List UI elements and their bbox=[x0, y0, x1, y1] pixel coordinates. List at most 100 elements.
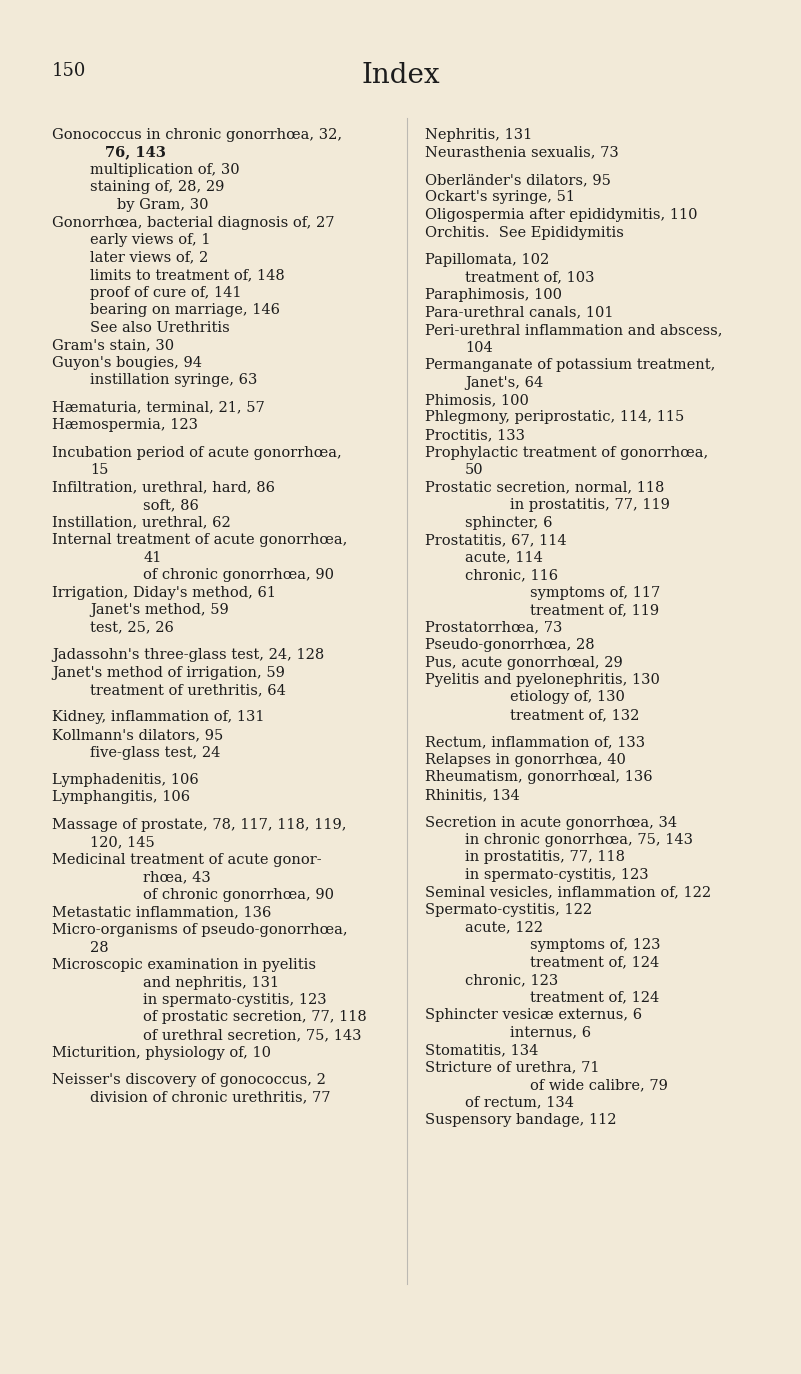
Text: 28: 28 bbox=[90, 940, 109, 955]
Text: limits to treatment of, 148: limits to treatment of, 148 bbox=[90, 268, 284, 282]
Text: Pus, acute gonorrhœal, 29: Pus, acute gonorrhœal, 29 bbox=[425, 655, 622, 669]
Text: Stricture of urethra, 71: Stricture of urethra, 71 bbox=[425, 1061, 599, 1074]
Text: Jadassohn's three-glass test, 24, 128: Jadassohn's three-glass test, 24, 128 bbox=[52, 649, 324, 662]
Text: Neurasthenia sexualis, 73: Neurasthenia sexualis, 73 bbox=[425, 146, 618, 159]
Text: of prostatic secretion, 77, 118: of prostatic secretion, 77, 118 bbox=[143, 1010, 367, 1025]
Text: Micturition, physiology of, 10: Micturition, physiology of, 10 bbox=[52, 1046, 271, 1059]
Text: Rectum, inflammation of, 133: Rectum, inflammation of, 133 bbox=[425, 735, 645, 749]
Text: Nephritis, 131: Nephritis, 131 bbox=[425, 128, 532, 142]
Text: chronic, 123: chronic, 123 bbox=[465, 973, 558, 987]
Text: Rheumatism, gonorrhœal, 136: Rheumatism, gonorrhœal, 136 bbox=[425, 771, 653, 785]
Text: Papillomata, 102: Papillomata, 102 bbox=[425, 253, 549, 267]
Text: chronic, 116: chronic, 116 bbox=[465, 567, 558, 583]
Text: Kidney, inflammation of, 131: Kidney, inflammation of, 131 bbox=[52, 710, 264, 724]
Text: in prostatitis, 77, 119: in prostatitis, 77, 119 bbox=[510, 497, 670, 513]
Text: Phlegmony, periprostatic, 114, 115: Phlegmony, periprostatic, 114, 115 bbox=[425, 411, 684, 425]
Text: Gonorrhœa, bacterial diagnosis of, 27: Gonorrhœa, bacterial diagnosis of, 27 bbox=[52, 216, 335, 229]
Text: staining of, 28, 29: staining of, 28, 29 bbox=[90, 180, 224, 195]
Text: Internal treatment of acute gonorrhœa,: Internal treatment of acute gonorrhœa, bbox=[52, 533, 348, 547]
Text: See also Urethritis: See also Urethritis bbox=[90, 320, 230, 334]
Text: Proctitis, 133: Proctitis, 133 bbox=[425, 427, 525, 442]
Text: Kollmann's dilators, 95: Kollmann's dilators, 95 bbox=[52, 728, 223, 742]
Text: Peri-urethral inflammation and abscess,: Peri-urethral inflammation and abscess, bbox=[425, 323, 723, 337]
Text: of chronic gonorrhœa, 90: of chronic gonorrhœa, 90 bbox=[143, 888, 334, 901]
Text: Gram's stain, 30: Gram's stain, 30 bbox=[52, 338, 174, 352]
Text: Guyon's bougies, 94: Guyon's bougies, 94 bbox=[52, 356, 202, 370]
Text: Neisser's discovery of gonococcus, 2: Neisser's discovery of gonococcus, 2 bbox=[52, 1073, 326, 1087]
Text: 50: 50 bbox=[465, 463, 484, 477]
Text: test, 25, 26: test, 25, 26 bbox=[90, 621, 174, 635]
Text: Oligospermia after epididymitis, 110: Oligospermia after epididymitis, 110 bbox=[425, 207, 698, 223]
Text: Pyelitis and pyelonephritis, 130: Pyelitis and pyelonephritis, 130 bbox=[425, 673, 660, 687]
Text: Hæmospermia, 123: Hæmospermia, 123 bbox=[52, 418, 198, 431]
Text: Irrigation, Diday's method, 61: Irrigation, Diday's method, 61 bbox=[52, 585, 276, 599]
Text: 150: 150 bbox=[52, 62, 87, 80]
Text: Phimosis, 100: Phimosis, 100 bbox=[425, 393, 529, 407]
Text: Incubation period of acute gonorrhœa,: Incubation period of acute gonorrhœa, bbox=[52, 445, 342, 459]
Text: symptoms of, 117: symptoms of, 117 bbox=[530, 585, 660, 599]
Text: acute, 122: acute, 122 bbox=[465, 921, 543, 934]
Text: in chronic gonorrhœa, 75, 143: in chronic gonorrhœa, 75, 143 bbox=[465, 833, 693, 846]
Text: 41: 41 bbox=[143, 551, 161, 565]
Text: bearing on marriage, 146: bearing on marriage, 146 bbox=[90, 304, 280, 317]
Text: 104: 104 bbox=[465, 341, 493, 354]
Text: five-glass test, 24: five-glass test, 24 bbox=[90, 746, 220, 760]
Text: of wide calibre, 79: of wide calibre, 79 bbox=[530, 1079, 668, 1092]
Text: and nephritis, 131: and nephritis, 131 bbox=[143, 976, 279, 989]
Text: Pseudo-gonorrhœa, 28: Pseudo-gonorrhœa, 28 bbox=[425, 638, 594, 653]
Text: acute, 114: acute, 114 bbox=[465, 551, 543, 565]
Text: Prostatorrhœa, 73: Prostatorrhœa, 73 bbox=[425, 621, 562, 635]
Text: treatment of, 132: treatment of, 132 bbox=[510, 708, 639, 721]
Text: Massage of prostate, 78, 117, 118, 119,: Massage of prostate, 78, 117, 118, 119, bbox=[52, 818, 347, 833]
Text: treatment of, 124: treatment of, 124 bbox=[530, 955, 659, 970]
Text: later views of, 2: later views of, 2 bbox=[90, 250, 208, 265]
Text: instillation syringe, 63: instillation syringe, 63 bbox=[90, 372, 257, 387]
Text: Prophylactic treatment of gonorrhœa,: Prophylactic treatment of gonorrhœa, bbox=[425, 445, 708, 459]
Text: Infiltration, urethral, hard, 86: Infiltration, urethral, hard, 86 bbox=[52, 481, 275, 495]
Text: Rhinitis, 134: Rhinitis, 134 bbox=[425, 789, 520, 802]
Text: Lymphangitis, 106: Lymphangitis, 106 bbox=[52, 790, 190, 805]
Text: soft, 86: soft, 86 bbox=[143, 497, 199, 513]
Text: symptoms of, 123: symptoms of, 123 bbox=[530, 938, 661, 952]
Text: 120, 145: 120, 145 bbox=[90, 835, 155, 849]
Text: Gonococcus in chronic gonorrhœa, 32,: Gonococcus in chronic gonorrhœa, 32, bbox=[52, 128, 342, 142]
Text: Paraphimosis, 100: Paraphimosis, 100 bbox=[425, 289, 562, 302]
Text: Index: Index bbox=[361, 62, 440, 89]
Text: Prostatic secretion, normal, 118: Prostatic secretion, normal, 118 bbox=[425, 481, 664, 495]
Text: Medicinal treatment of acute gonor-: Medicinal treatment of acute gonor- bbox=[52, 853, 322, 867]
Text: treatment of urethritis, 64: treatment of urethritis, 64 bbox=[90, 683, 286, 697]
Text: Microscopic examination in pyelitis: Microscopic examination in pyelitis bbox=[52, 958, 316, 971]
Text: of urethral secretion, 75, 143: of urethral secretion, 75, 143 bbox=[143, 1028, 361, 1041]
Text: treatment of, 119: treatment of, 119 bbox=[530, 603, 659, 617]
Text: Oberländer's dilators, 95: Oberländer's dilators, 95 bbox=[425, 173, 611, 187]
Text: internus, 6: internus, 6 bbox=[510, 1025, 591, 1040]
Text: rhœa, 43: rhœa, 43 bbox=[143, 871, 211, 885]
Text: multiplication of, 30: multiplication of, 30 bbox=[90, 164, 239, 177]
Text: 15: 15 bbox=[90, 463, 108, 477]
Text: Micro-organisms of pseudo-gonorrhœa,: Micro-organisms of pseudo-gonorrhœa, bbox=[52, 923, 348, 937]
Text: Hæmaturia, terminal, 21, 57: Hæmaturia, terminal, 21, 57 bbox=[52, 400, 265, 415]
Text: 76, 143: 76, 143 bbox=[105, 146, 166, 159]
Text: Permanganate of potassium treatment,: Permanganate of potassium treatment, bbox=[425, 359, 715, 372]
Text: by Gram, 30: by Gram, 30 bbox=[117, 198, 208, 212]
Text: treatment of, 103: treatment of, 103 bbox=[465, 271, 594, 284]
Text: Stomatitis, 134: Stomatitis, 134 bbox=[425, 1043, 538, 1057]
Text: proof of cure of, 141: proof of cure of, 141 bbox=[90, 286, 241, 300]
Text: Metastatic inflammation, 136: Metastatic inflammation, 136 bbox=[52, 905, 272, 919]
Text: in spermato-cystitis, 123: in spermato-cystitis, 123 bbox=[143, 993, 327, 1007]
Text: Janet's, 64: Janet's, 64 bbox=[465, 375, 543, 389]
Text: sphincter, 6: sphincter, 6 bbox=[465, 515, 553, 529]
Text: Suspensory bandage, 112: Suspensory bandage, 112 bbox=[425, 1113, 617, 1127]
Text: Sphincter vesicæ externus, 6: Sphincter vesicæ externus, 6 bbox=[425, 1009, 642, 1022]
Text: Secretion in acute gonorrhœa, 34: Secretion in acute gonorrhœa, 34 bbox=[425, 816, 677, 830]
Text: Seminal vesicles, inflammation of, 122: Seminal vesicles, inflammation of, 122 bbox=[425, 885, 711, 900]
Text: Prostatitis, 67, 114: Prostatitis, 67, 114 bbox=[425, 533, 566, 547]
Text: of chronic gonorrhœa, 90: of chronic gonorrhœa, 90 bbox=[143, 567, 334, 583]
Text: in spermato-cystitis, 123: in spermato-cystitis, 123 bbox=[465, 868, 649, 882]
Text: Janet's method, 59: Janet's method, 59 bbox=[90, 603, 229, 617]
Text: in prostatitis, 77, 118: in prostatitis, 77, 118 bbox=[465, 851, 625, 864]
Text: treatment of, 124: treatment of, 124 bbox=[530, 991, 659, 1004]
Text: Para-urethral canals, 101: Para-urethral canals, 101 bbox=[425, 305, 614, 320]
Text: Lymphadenitis, 106: Lymphadenitis, 106 bbox=[52, 774, 199, 787]
Text: division of chronic urethritis, 77: division of chronic urethritis, 77 bbox=[90, 1091, 331, 1105]
